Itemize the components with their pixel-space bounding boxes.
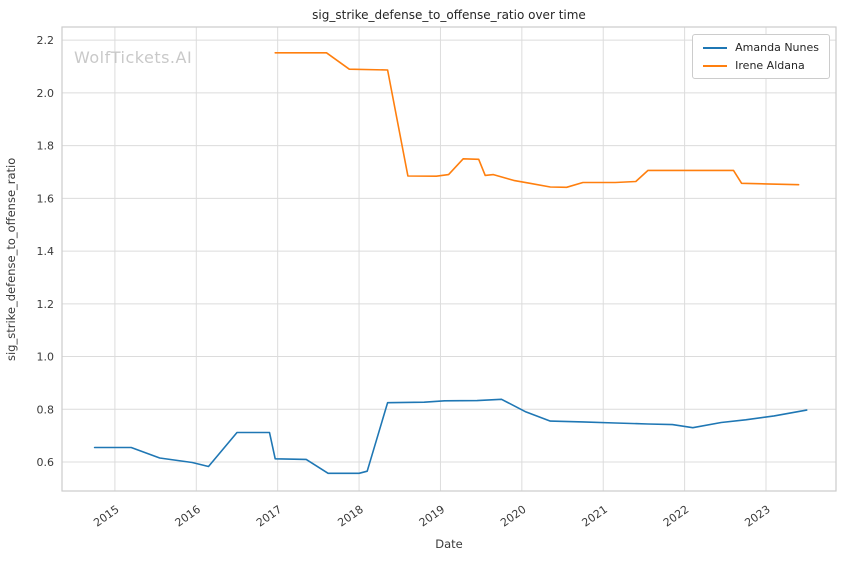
x-tick-label: 2022 <box>661 503 691 530</box>
y-tick-label: 0.8 <box>37 403 55 416</box>
y-tick-label: 1.6 <box>37 192 55 205</box>
legend-item-irene-aldana: Irene Aldana <box>703 60 819 71</box>
x-tick-label: 2015 <box>91 503 121 530</box>
x-axis-label: Date <box>435 537 463 551</box>
x-tick-label: 2023 <box>742 503 772 530</box>
x-tick-label: 2019 <box>417 503 447 530</box>
series-line-amanda-nunes <box>93 398 808 475</box>
x-tick-label: 2018 <box>335 503 365 530</box>
legend-line-swatch-irene-aldana <box>703 64 728 67</box>
y-tick-label: 1.8 <box>37 140 55 153</box>
x-tick-label: 2020 <box>498 503 528 530</box>
series-line-irene-aldana <box>274 51 800 189</box>
y-tick-label: 1.4 <box>37 245 55 258</box>
plot-border <box>61 26 837 492</box>
chart-title: sig_strike_defense_to_offense_ratio over… <box>312 8 586 22</box>
legend-item-amanda-nunes: Amanda Nunes <box>703 42 819 53</box>
legend-line-swatch-amanda-nunes <box>703 46 728 49</box>
legend-label: Amanda Nunes <box>735 41 819 54</box>
x-tick-label: 2021 <box>580 503 610 530</box>
legend-label: Irene Aldana <box>735 59 805 72</box>
legend: Amanda Nunes Irene Aldana <box>692 34 830 79</box>
plot-background <box>62 27 836 491</box>
x-tick-label: 2016 <box>173 503 203 530</box>
watermark: WolfTickets.AI <box>74 48 193 67</box>
y-axis-label: sig_strike_defense_to_offense_ratio <box>4 157 18 361</box>
y-tick-label: 1.0 <box>37 351 55 364</box>
x-tick-label: 2017 <box>254 503 284 530</box>
y-tick-label: 1.2 <box>37 298 55 311</box>
y-tick-label: 2.0 <box>37 87 55 100</box>
y-tick-label: 0.6 <box>37 456 55 469</box>
y-tick-label: 2.2 <box>37 34 55 47</box>
